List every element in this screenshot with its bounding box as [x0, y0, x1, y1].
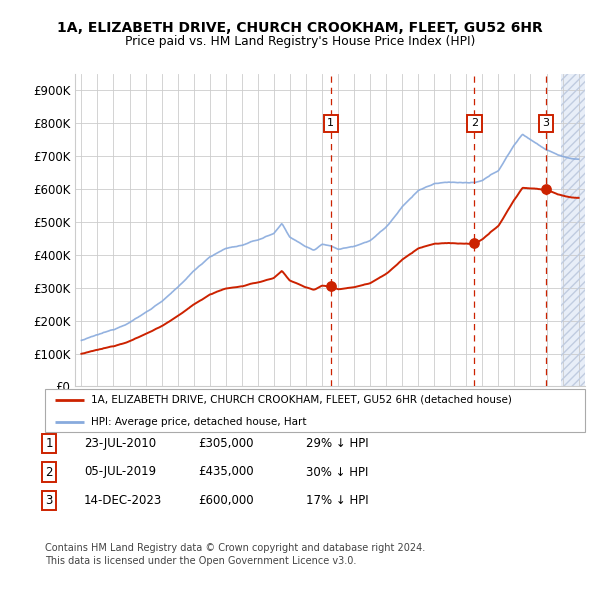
Bar	[561, 74, 585, 386]
Text: 30% ↓ HPI: 30% ↓ HPI	[306, 466, 368, 478]
Text: 14-DEC-2023: 14-DEC-2023	[84, 494, 162, 507]
Point	[326, 281, 335, 291]
Text: 1: 1	[328, 118, 334, 128]
Text: 1A, ELIZABETH DRIVE, CHURCH CROOKHAM, FLEET, GU52 6HR: 1A, ELIZABETH DRIVE, CHURCH CROOKHAM, FL…	[57, 21, 543, 35]
Text: 1A, ELIZABETH DRIVE, CHURCH CROOKHAM, FLEET, GU52 6HR (detached house): 1A, ELIZABETH DRIVE, CHURCH CROOKHAM, FL…	[91, 395, 512, 405]
Text: 1: 1	[46, 437, 53, 450]
Text: 2: 2	[46, 466, 53, 478]
Text: 2: 2	[471, 118, 478, 128]
Text: 23-JUL-2010: 23-JUL-2010	[84, 437, 156, 450]
Text: This data is licensed under the Open Government Licence v3.0.: This data is licensed under the Open Gov…	[45, 556, 356, 566]
Point	[541, 184, 551, 194]
Text: Contains HM Land Registry data © Crown copyright and database right 2024.: Contains HM Land Registry data © Crown c…	[45, 543, 425, 553]
Text: 29% ↓ HPI: 29% ↓ HPI	[306, 437, 368, 450]
Bar	[561, 74, 585, 386]
Text: HPI: Average price, detached house, Hart: HPI: Average price, detached house, Hart	[91, 417, 307, 427]
Point	[470, 238, 479, 248]
Text: £600,000: £600,000	[198, 494, 254, 507]
Text: 3: 3	[46, 494, 53, 507]
Text: Price paid vs. HM Land Registry's House Price Index (HPI): Price paid vs. HM Land Registry's House …	[125, 35, 475, 48]
Text: 3: 3	[542, 118, 550, 128]
Text: £305,000: £305,000	[198, 437, 254, 450]
Text: 05-JUL-2019: 05-JUL-2019	[84, 466, 156, 478]
Text: 17% ↓ HPI: 17% ↓ HPI	[306, 494, 368, 507]
FancyBboxPatch shape	[45, 389, 585, 432]
Text: £435,000: £435,000	[198, 466, 254, 478]
